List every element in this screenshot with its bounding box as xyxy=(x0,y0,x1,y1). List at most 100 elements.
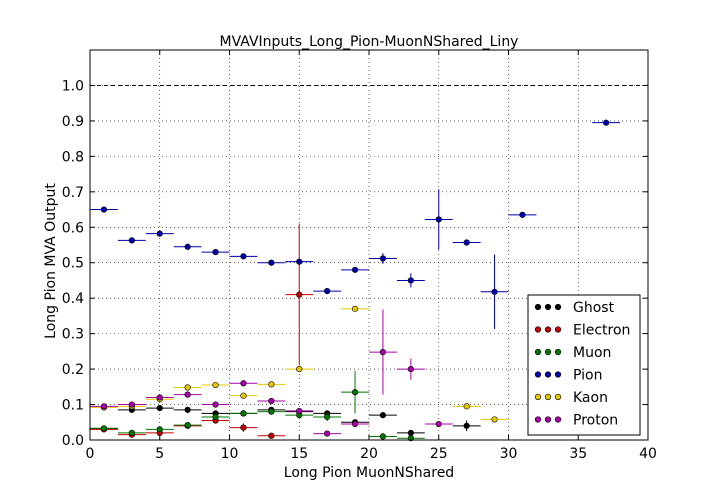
axis-ticks: 0 5 10 15 20 25 30 35 40 0.0 0.1 0.2 0.3 0.4 0.5 0.6 0.7… xyxy=(62,50,657,462)
data-point xyxy=(491,288,498,295)
data-point xyxy=(296,291,303,298)
legend-label: Kaon xyxy=(573,390,608,406)
data-point xyxy=(156,426,163,433)
legend-marker xyxy=(534,416,542,423)
legend-marker xyxy=(554,371,562,378)
data-point xyxy=(240,253,247,260)
x-tick-label: 15 xyxy=(290,446,308,462)
legend-item: Muon xyxy=(534,345,611,361)
y-tick-label: 0.0 xyxy=(62,433,84,449)
x-tick-label: 35 xyxy=(569,446,587,462)
y-tick-label: 0.9 xyxy=(62,114,84,130)
legend-marker xyxy=(554,326,562,333)
data-point xyxy=(240,392,247,399)
legend-box xyxy=(527,294,641,436)
data-point xyxy=(184,406,191,413)
chart-title: MVAVInputs_Long_Pion-MuonNShared_Liny xyxy=(220,34,519,50)
data-point xyxy=(435,216,442,223)
legend-label: Muon xyxy=(573,345,611,361)
data-point xyxy=(407,365,414,373)
y-tick-label: 0.4 xyxy=(62,291,84,307)
x-tick-label: 25 xyxy=(430,446,448,462)
legend-marker xyxy=(544,348,552,356)
legend-item: Electron xyxy=(534,323,630,339)
data-point xyxy=(351,389,359,396)
data-point xyxy=(240,380,247,387)
data-point xyxy=(268,432,275,439)
data-point xyxy=(184,422,191,429)
data-point xyxy=(240,424,247,431)
data-point xyxy=(212,248,219,256)
data-point xyxy=(156,394,163,401)
data-point xyxy=(491,416,498,423)
legend-marker xyxy=(554,303,562,311)
data-point xyxy=(156,404,163,412)
legend-item: Pion xyxy=(534,368,602,384)
legend-label: Pion xyxy=(573,368,602,384)
data-point xyxy=(463,239,470,246)
legend-marker xyxy=(534,371,542,378)
data-point xyxy=(379,348,387,356)
data-point xyxy=(351,266,359,273)
legend-label: Electron xyxy=(573,323,630,339)
data-point xyxy=(435,420,442,428)
legend-marker xyxy=(534,348,542,356)
data-point xyxy=(463,422,470,429)
data-point xyxy=(379,255,387,262)
data-point xyxy=(184,384,191,391)
data-point xyxy=(296,407,303,415)
data-point xyxy=(212,401,219,408)
legend-marker xyxy=(554,416,562,423)
y-tick-label: 1.0 xyxy=(62,78,84,94)
legend-item: Proton xyxy=(534,413,618,429)
data-point xyxy=(184,391,191,398)
series-pion xyxy=(90,119,621,330)
data-point xyxy=(100,206,108,213)
legend-marker xyxy=(544,393,552,401)
legend-marker xyxy=(544,326,552,333)
data-point xyxy=(268,381,275,388)
data-point xyxy=(351,420,359,428)
legend-marker xyxy=(534,393,542,401)
data-series xyxy=(90,119,621,442)
data-point xyxy=(324,287,331,295)
data-point xyxy=(407,277,414,284)
data-point xyxy=(268,259,275,266)
y-axis-label: Long Pion MVA Output xyxy=(43,183,59,339)
legend-marker xyxy=(544,371,552,378)
data-point xyxy=(212,413,219,421)
legend-label: Proton xyxy=(573,413,618,429)
x-tick-label: 20 xyxy=(360,446,378,462)
data-point xyxy=(296,365,303,373)
x-tick-label: 40 xyxy=(639,446,657,462)
data-point xyxy=(379,433,387,440)
data-point xyxy=(184,243,191,250)
data-point xyxy=(268,408,275,415)
legend-marker xyxy=(544,416,552,423)
x-tick-label: 10 xyxy=(221,446,239,462)
y-tick-label: 0.8 xyxy=(62,149,84,165)
data-point xyxy=(212,381,219,389)
data-point xyxy=(156,230,163,237)
data-point xyxy=(128,237,135,244)
data-point xyxy=(379,412,387,419)
legend-marker xyxy=(534,326,542,333)
y-tick-label: 0.6 xyxy=(62,220,84,236)
data-point xyxy=(351,305,359,312)
x-tick-label: 0 xyxy=(86,446,95,462)
data-point xyxy=(324,430,331,437)
data-point xyxy=(324,413,331,421)
y-tick-label: 0.7 xyxy=(62,185,84,201)
y-tick-label: 0.1 xyxy=(62,398,84,414)
y-tick-label: 0.3 xyxy=(62,327,84,343)
legend-item: Kaon xyxy=(534,390,608,406)
data-point xyxy=(463,403,470,410)
data-point xyxy=(128,401,135,408)
legend: Ghost Electron Muon Pion Kaon Proton xyxy=(527,294,641,436)
y-tick-label: 0.5 xyxy=(62,256,84,272)
series-muon xyxy=(90,370,425,442)
data-point xyxy=(407,429,414,437)
data-point xyxy=(296,258,303,265)
data-point xyxy=(268,397,275,405)
legend-marker xyxy=(544,303,552,311)
